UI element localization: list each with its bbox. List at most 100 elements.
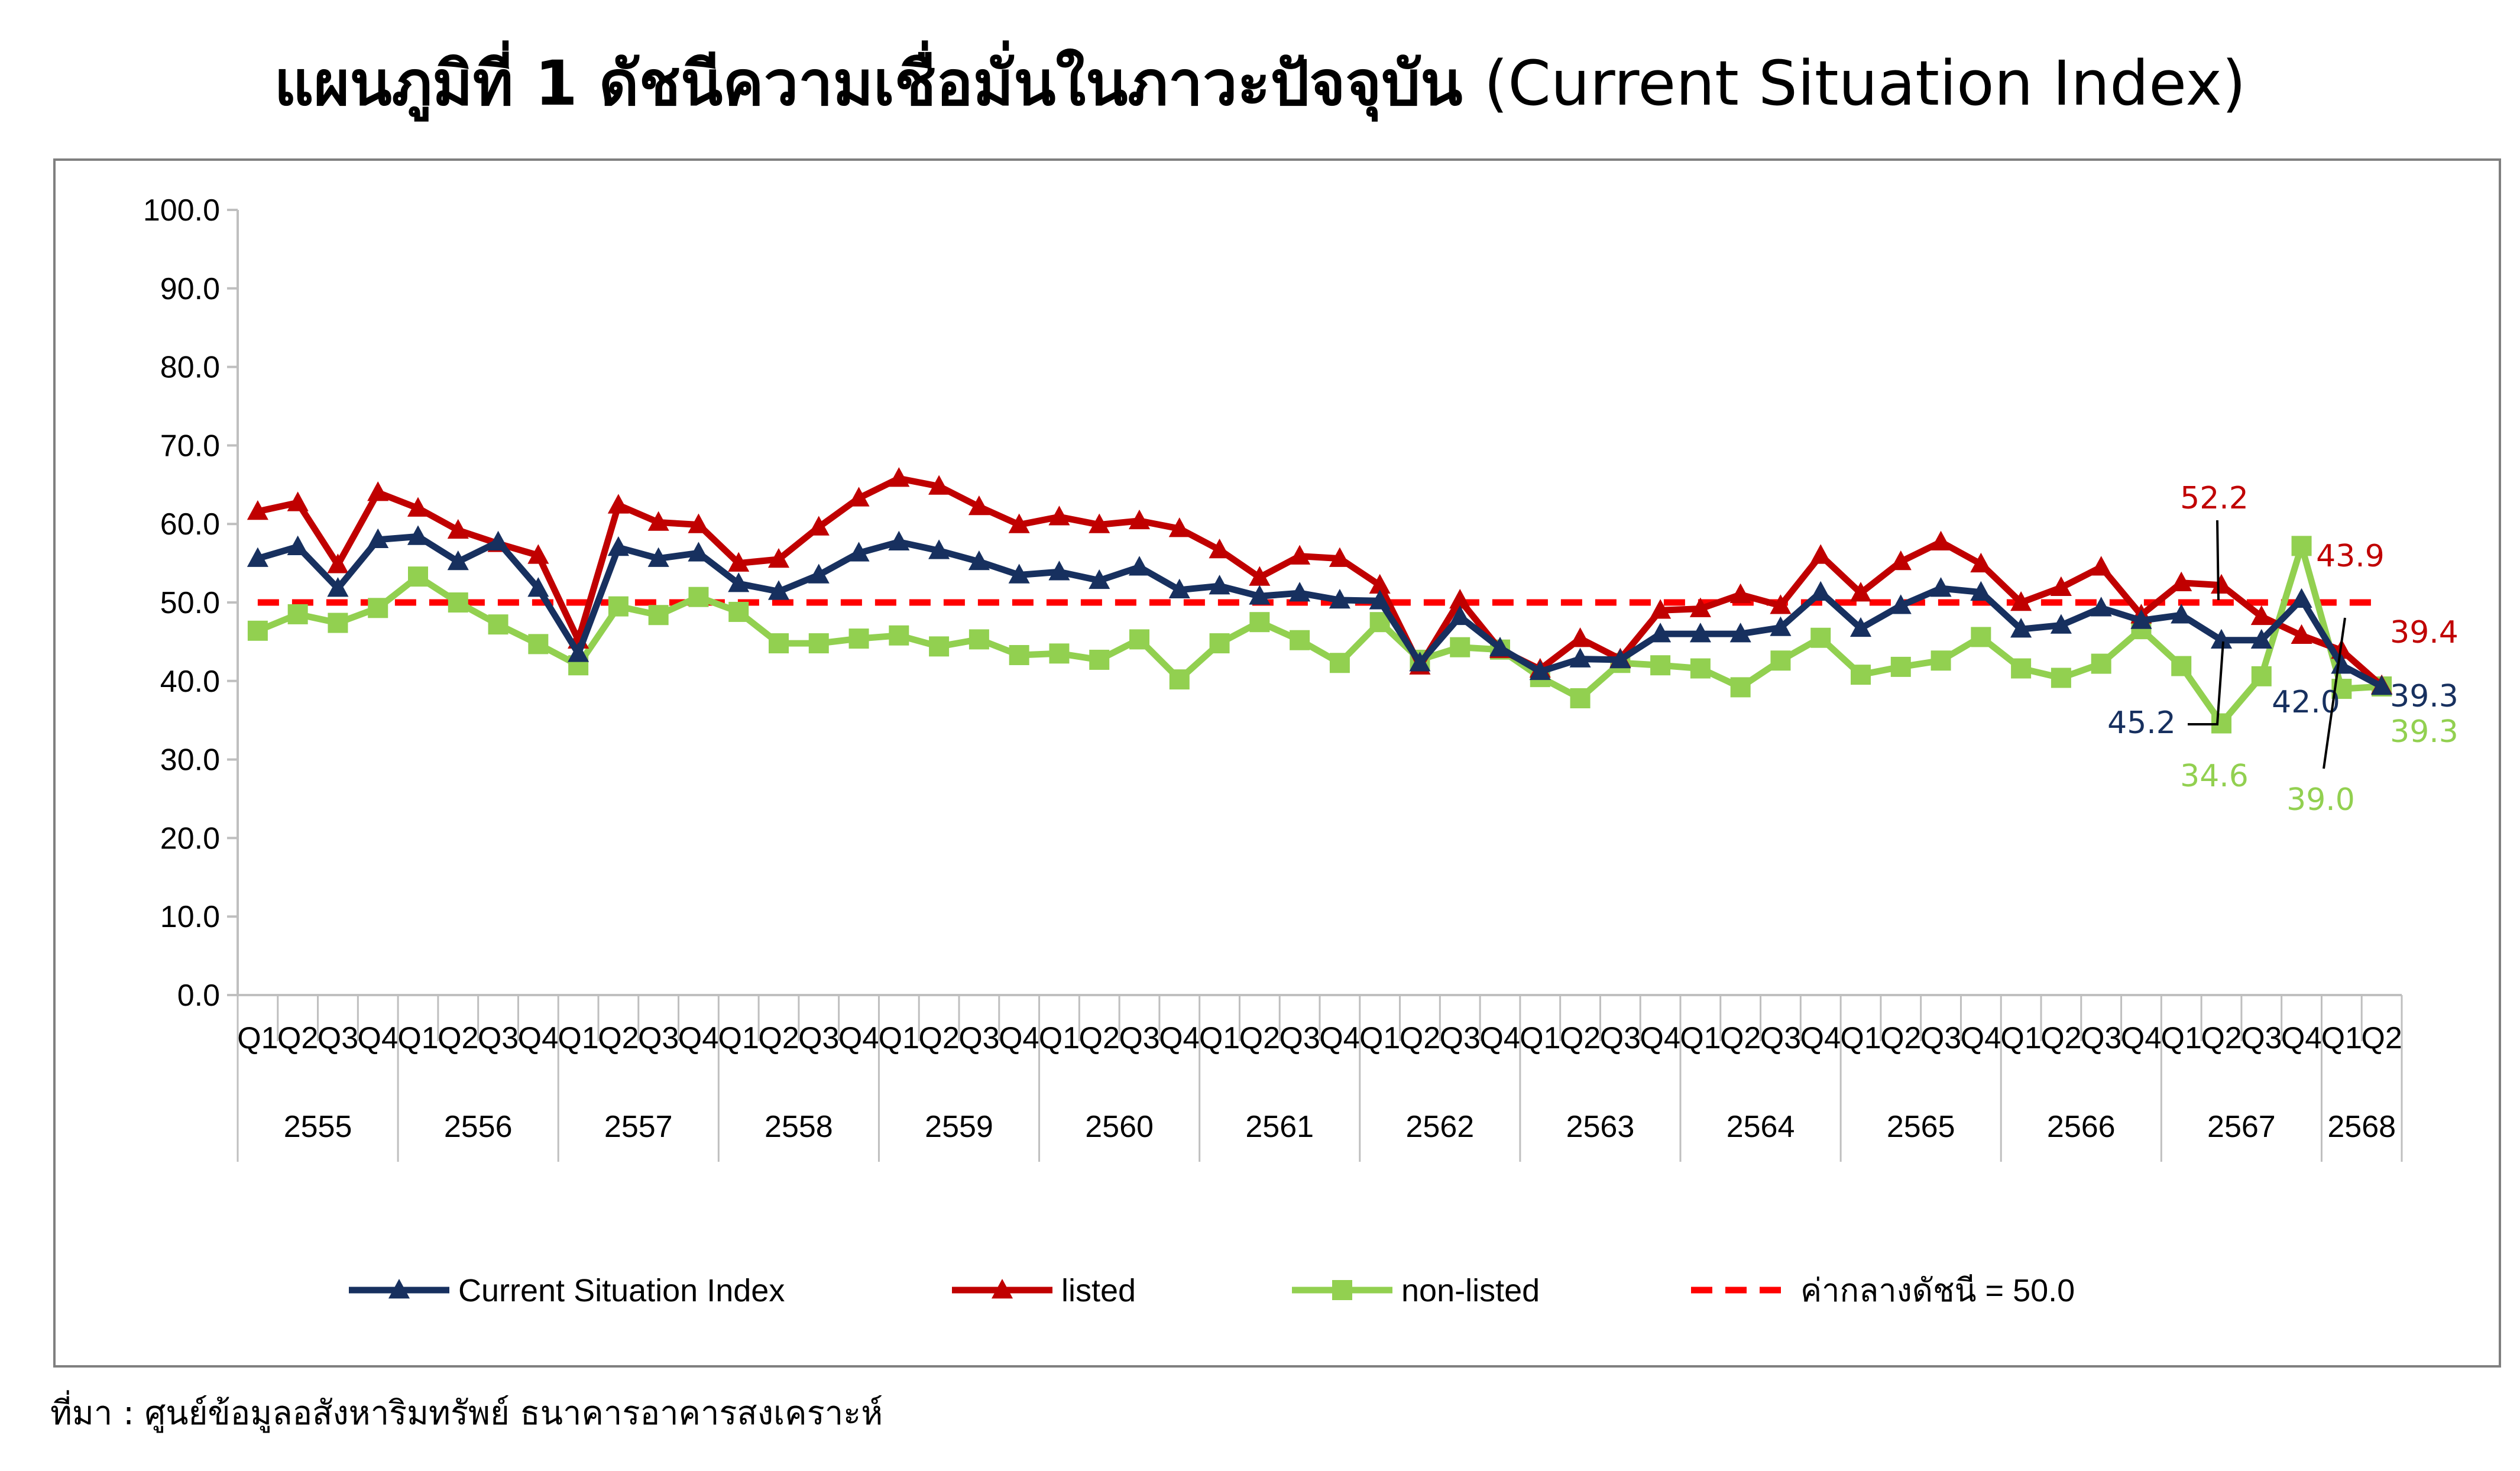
chart-frame bbox=[53, 158, 2501, 1368]
x-tick-label: Q3 bbox=[1119, 1021, 1159, 1055]
listed-series bbox=[247, 467, 2393, 695]
data-label: 43.9 bbox=[2316, 539, 2385, 574]
current-situation-index-point bbox=[1529, 660, 1551, 681]
listed-point bbox=[1569, 627, 1591, 647]
current-situation-index-point bbox=[287, 535, 309, 555]
source-note: ที่มา : ศูนย์ข้อมูลอสังหาริมทรัพย์ ธนาคา… bbox=[50, 1394, 883, 1433]
non-listed-point bbox=[528, 634, 549, 655]
current-situation-index-point bbox=[1329, 589, 1350, 609]
x-tick-label: Q2 bbox=[758, 1021, 799, 1055]
current-situation-index-point bbox=[1930, 577, 1952, 597]
x-tick-label: Q3 bbox=[2241, 1021, 2282, 1055]
current-situation-index-point bbox=[1048, 560, 1070, 581]
year-label: 2559 bbox=[925, 1110, 993, 1144]
current-situation-index-point bbox=[1489, 637, 1511, 657]
current-situation-index-point bbox=[888, 530, 910, 550]
current-situation-index-point bbox=[2130, 609, 2152, 629]
non-listed-point bbox=[328, 613, 348, 633]
non-listed-point bbox=[2011, 658, 2032, 679]
x-tick-label: Q4 bbox=[518, 1021, 559, 1055]
x-tick-label: Q3 bbox=[478, 1021, 519, 1055]
current-situation-index-point bbox=[808, 563, 830, 584]
non-listed-point bbox=[808, 633, 829, 654]
y-tick-label: 40.0 bbox=[160, 665, 220, 699]
listed-point bbox=[1449, 589, 1471, 609]
y-tick-label: 30.0 bbox=[160, 743, 220, 777]
x-tick-label: Q2 bbox=[438, 1021, 478, 1055]
non-listed-point bbox=[2091, 653, 2111, 674]
x-tick-label: Q3 bbox=[1440, 1021, 1481, 1055]
x-tick-label: Q1 bbox=[1199, 1021, 1240, 1055]
current-situation-index-point bbox=[1650, 623, 1672, 643]
x-tick-label: Q2 bbox=[277, 1021, 318, 1055]
data-label: 42.0 bbox=[2272, 685, 2340, 720]
non-listed-point bbox=[848, 628, 869, 649]
current-situation-index-point bbox=[767, 580, 790, 600]
legend-item-reference: ค่ากลางดัชนี = 50.0 bbox=[1691, 1273, 2075, 1308]
current-situation-index-point bbox=[1289, 582, 1311, 602]
non-listed-point bbox=[1851, 665, 1871, 685]
x-tick-label: Q1 bbox=[1680, 1021, 1721, 1055]
non-listed-point bbox=[969, 629, 989, 650]
listed-point bbox=[968, 495, 990, 516]
non-listed-point bbox=[1329, 653, 1350, 673]
data-label: 39.0 bbox=[2286, 782, 2355, 818]
listed-point bbox=[1089, 513, 1110, 533]
current-situation-index-point bbox=[688, 542, 710, 562]
y-tick-label: 0.0 bbox=[177, 978, 220, 1013]
listed-point bbox=[767, 547, 790, 568]
listed-point bbox=[1849, 582, 1872, 602]
non-listed-point bbox=[1249, 612, 1270, 633]
year-label: 2555 bbox=[284, 1110, 352, 1144]
x-tick-label: Q4 bbox=[1319, 1021, 1360, 1055]
non-listed-point bbox=[769, 633, 789, 654]
listed-point bbox=[1650, 599, 1672, 619]
non-listed-point bbox=[889, 625, 909, 646]
listed-point bbox=[728, 552, 750, 572]
legend-label: ค่ากลางดัชนี = 50.0 bbox=[1800, 1273, 2075, 1308]
listed-point bbox=[247, 500, 268, 520]
current-situation-index-point bbox=[1008, 563, 1030, 584]
current-situation-index-point bbox=[1128, 556, 1151, 576]
non-listed-point bbox=[1209, 633, 1230, 654]
non-listed-point bbox=[1971, 627, 1991, 647]
x-tick-label: Q2 bbox=[2040, 1021, 2081, 1055]
data-label: 52.2 bbox=[2180, 481, 2249, 516]
current-situation-index-point bbox=[407, 525, 429, 545]
data-label: 39.3 bbox=[2390, 679, 2459, 714]
non-listed-point bbox=[648, 605, 669, 626]
non-listed-point bbox=[408, 566, 428, 587]
listed-point bbox=[848, 487, 870, 507]
year-label: 2565 bbox=[1887, 1110, 1955, 1144]
listed-point bbox=[1289, 545, 1311, 565]
current-situation-index-point bbox=[1209, 575, 1230, 595]
x-tick-label: Q4 bbox=[1159, 1021, 1200, 1055]
legend-item-listed: listed bbox=[952, 1273, 1136, 1308]
current-situation-index-point bbox=[848, 542, 870, 562]
x-tick-label: Q3 bbox=[318, 1021, 358, 1055]
y-tick-label: 80.0 bbox=[160, 351, 220, 385]
x-tick-label: Q2 bbox=[1720, 1021, 1761, 1055]
listed-point bbox=[407, 497, 429, 517]
year-label: 2568 bbox=[2327, 1110, 2396, 1144]
x-tick-label: Q2 bbox=[2361, 1021, 2402, 1055]
listed-point bbox=[1890, 550, 1912, 571]
listed-point bbox=[1770, 594, 1792, 614]
x-tick-label: Q3 bbox=[958, 1021, 999, 1055]
non-listed-series bbox=[247, 536, 2392, 734]
listed-point bbox=[2250, 605, 2272, 626]
non-listed-point bbox=[368, 598, 388, 618]
x-tick-label: Q1 bbox=[237, 1021, 278, 1055]
current-situation-index-point bbox=[1369, 589, 1391, 610]
current-situation-index-series bbox=[247, 525, 2393, 695]
x-tick-label: Q1 bbox=[1359, 1021, 1400, 1055]
listed-point bbox=[2171, 571, 2192, 592]
current-situation-index-point bbox=[327, 577, 349, 597]
non-listed-point bbox=[1730, 677, 1751, 698]
current-situation-index-point bbox=[1449, 605, 1471, 626]
current-situation-index-point bbox=[1409, 652, 1431, 672]
x-tick-label: Q4 bbox=[999, 1021, 1039, 1055]
current-situation-index-point bbox=[568, 642, 589, 662]
listed-point bbox=[1729, 583, 1751, 603]
